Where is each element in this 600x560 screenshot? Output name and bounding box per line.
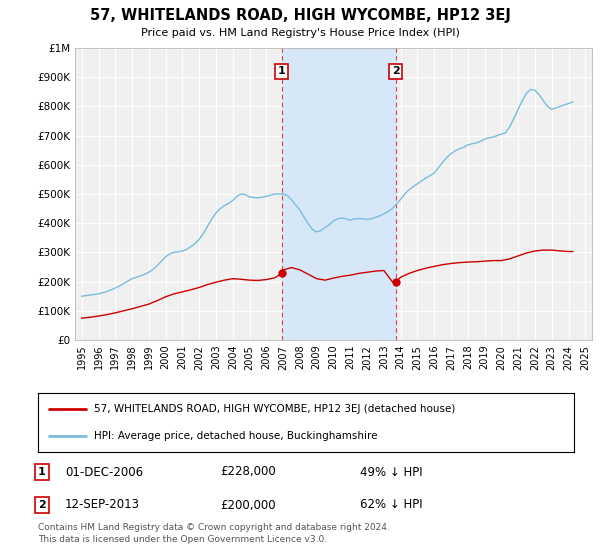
Text: 12-SEP-2013: 12-SEP-2013: [65, 498, 140, 511]
Text: Price paid vs. HM Land Registry's House Price Index (HPI): Price paid vs. HM Land Registry's House …: [140, 28, 460, 38]
Text: 2: 2: [392, 67, 400, 76]
Text: 1: 1: [38, 467, 46, 477]
Text: 1: 1: [278, 67, 286, 76]
Text: Contains HM Land Registry data © Crown copyright and database right 2024.: Contains HM Land Registry data © Crown c…: [38, 523, 390, 532]
Text: HPI: Average price, detached house, Buckinghamshire: HPI: Average price, detached house, Buck…: [94, 431, 378, 441]
Text: £200,000: £200,000: [220, 498, 275, 511]
Text: 01-DEC-2006: 01-DEC-2006: [65, 465, 143, 478]
Text: 49% ↓ HPI: 49% ↓ HPI: [360, 465, 422, 478]
Text: 57, WHITELANDS ROAD, HIGH WYCOMBE, HP12 3EJ (detached house): 57, WHITELANDS ROAD, HIGH WYCOMBE, HP12 …: [94, 404, 455, 414]
Text: 57, WHITELANDS ROAD, HIGH WYCOMBE, HP12 3EJ: 57, WHITELANDS ROAD, HIGH WYCOMBE, HP12 …: [89, 8, 511, 23]
Text: 62% ↓ HPI: 62% ↓ HPI: [360, 498, 422, 511]
Text: £228,000: £228,000: [220, 465, 276, 478]
Text: 2: 2: [38, 500, 46, 510]
Bar: [282, 48, 396, 340]
Text: This data is licensed under the Open Government Licence v3.0.: This data is licensed under the Open Gov…: [38, 535, 327, 544]
